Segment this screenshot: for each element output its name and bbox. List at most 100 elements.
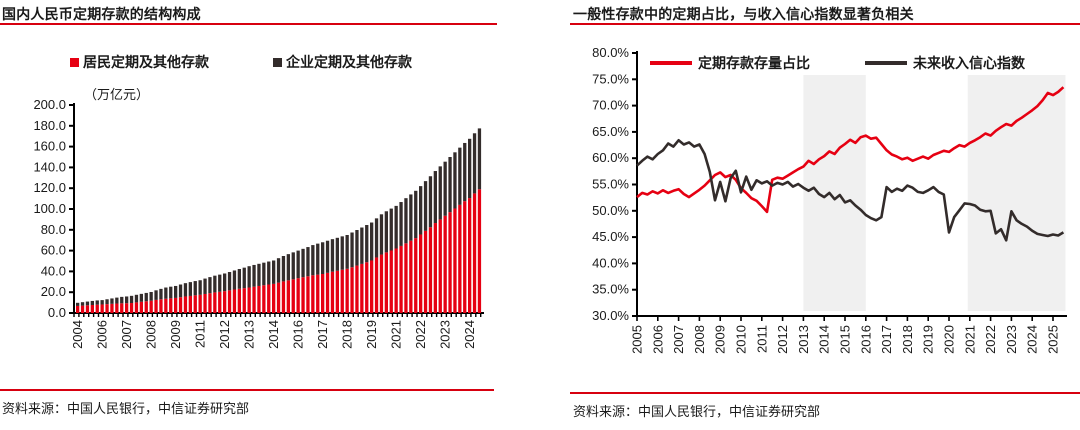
bar-segment <box>306 276 310 313</box>
bar-segment <box>384 211 388 253</box>
y-tick-label: 80.0 <box>41 222 66 237</box>
x-tick-label: 2019 <box>364 320 379 349</box>
y-tick-label: 200.0 <box>33 97 66 112</box>
bar-segment <box>345 268 349 313</box>
bar-segment <box>213 275 217 293</box>
x-tick-label: 2009 <box>168 320 183 349</box>
bar-segment <box>80 305 85 313</box>
bar-segment <box>257 263 261 286</box>
bar-segment <box>477 189 482 313</box>
bar-segment <box>252 264 256 287</box>
x-tick-label: 2017 <box>315 320 330 349</box>
bar-segment <box>262 262 266 286</box>
bar-segment <box>458 204 462 313</box>
bar-segment <box>129 295 134 304</box>
x-tick-label: 2013 <box>796 325 811 354</box>
bar-segment <box>262 285 266 313</box>
right-chart-title: 一般性存款中的定期占比，与收入信心指数显著负相关 <box>573 6 914 22</box>
y-tick-label: 100.0 <box>33 201 66 216</box>
bar-segment <box>95 304 99 313</box>
bar-segment <box>129 303 134 313</box>
bar-segment <box>105 299 109 305</box>
bar-segment <box>110 303 114 313</box>
bar-segment <box>237 269 241 289</box>
x-tick-label: 2012 <box>217 320 232 349</box>
bar-segment <box>110 298 114 304</box>
bar-segment <box>394 248 398 313</box>
x-tick-label: 2017 <box>879 325 894 354</box>
bar-segment <box>399 245 403 313</box>
bar-segment <box>281 281 286 313</box>
x-tick-label: 2004 <box>70 320 85 349</box>
bar-segment <box>193 281 197 296</box>
x-tick-label: 2018 <box>900 325 915 354</box>
bar-segment <box>360 263 364 313</box>
bar-segment <box>218 274 222 292</box>
bar-segment <box>296 250 300 279</box>
x-tick-label: 2006 <box>650 325 665 354</box>
bar-segment <box>350 267 354 313</box>
deposit-ratio-line-chart: 80.0% 75.0% 70.0% 65.0% 60.0% 55.0% 50.0% 45.0%… <box>540 30 1080 360</box>
left-source-note: 资料来源：中国人民银行，中信证券研究部 <box>2 401 250 416</box>
left-chart-title: 国内人民币定期存款的结构构成 <box>2 6 201 22</box>
bar-segment <box>223 273 227 292</box>
bar-segment <box>365 262 369 313</box>
bar-segment <box>286 254 290 281</box>
bar-segment <box>360 227 364 264</box>
x-tick-label: 2014 <box>817 325 832 354</box>
bar-segment <box>330 271 335 313</box>
y-tick-label: 120.0 <box>33 180 66 195</box>
bar-segment <box>76 305 80 313</box>
bar-segment <box>139 293 143 302</box>
bar-segment <box>448 212 452 313</box>
x-tick-label: 2011 <box>193 320 208 348</box>
bar-segment <box>213 292 217 313</box>
time-deposit-ratio-line <box>636 86 1065 214</box>
right-source-divider <box>570 392 1080 394</box>
shaded-band <box>803 75 866 311</box>
bar-segment <box>188 295 192 313</box>
bar-segment <box>335 270 339 313</box>
bar-segment <box>257 285 261 313</box>
bar-segment <box>242 288 246 313</box>
y-tick-label: 35.0% <box>592 282 629 297</box>
bar-segment <box>374 257 379 313</box>
bar-segment <box>85 301 90 306</box>
x-tick-label: 2005 <box>630 325 645 354</box>
right-title-underline <box>570 23 1080 25</box>
bar-segment <box>350 232 354 268</box>
bar-segment <box>272 260 276 284</box>
bar-segment <box>409 194 413 241</box>
bar-segment <box>76 302 80 306</box>
x-tick-label: 2010 <box>734 325 749 354</box>
bar-segment <box>144 292 148 302</box>
bar-segment <box>242 267 246 289</box>
bar-segment <box>281 256 286 282</box>
bar-segment <box>438 219 442 313</box>
bar-segment <box>443 161 447 216</box>
x-tick-label: 2023 <box>438 320 453 349</box>
x-tick-label: 2009 <box>713 325 728 354</box>
legend-label: 定期存款存量占比 <box>698 55 810 71</box>
right-source-note: 资料来源：中国人民银行，中信证券研究部 <box>573 404 821 419</box>
y-tick-label: 30.0% <box>592 308 629 323</box>
bar-segment <box>414 190 418 239</box>
right-chart-panel: 一般性存款中的定期占比，与收入信心指数显著负相关 80.0% 75.0% 70.0%… <box>540 0 1080 430</box>
bar-segment <box>321 242 325 274</box>
bar-chart-svg: 居民定期及其他存款 企业定期及其他存款 （万亿元） 200.0 180.0 160.0 14… <box>33 54 484 349</box>
bar-segment <box>188 282 192 296</box>
legend-swatch-household <box>70 58 79 67</box>
bar-segment <box>272 283 276 313</box>
bar-segment <box>169 298 173 313</box>
bar-segment <box>448 157 452 213</box>
bar-segment <box>134 302 139 313</box>
bar-segment <box>423 230 428 313</box>
bar-segment <box>198 280 202 295</box>
bar-segment <box>311 245 315 276</box>
y-tick-label: 60.0% <box>592 150 629 165</box>
bar-segment <box>164 287 168 299</box>
bar-segment <box>105 304 109 313</box>
bar-segment <box>433 171 437 224</box>
legend-label: 企业定期及其他存款 <box>285 54 413 70</box>
bar-segment <box>276 282 281 313</box>
